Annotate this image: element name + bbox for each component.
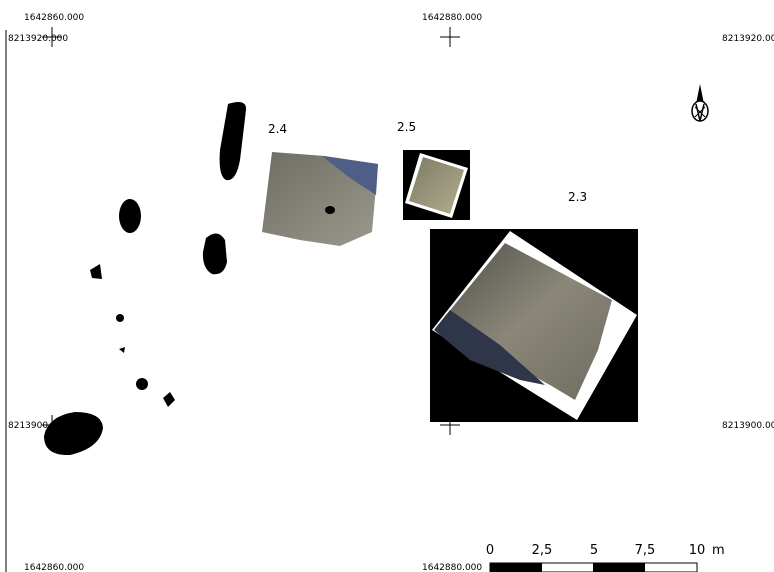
coord-label: 8213920.000 [8,34,68,44]
coord-label: 1642860.000 [24,13,84,23]
scale-label: 7,5 [635,543,656,558]
photo-detail [434,310,545,385]
coord-label: 8213900.000 [8,421,68,431]
coord-label: 1642880.000 [422,13,482,23]
scale-unit: m [712,543,725,558]
scale-label: 5 [590,543,598,558]
coord-label: 8213900.000 [722,421,774,431]
scale-label: 10 [689,543,706,558]
area-label: 2.3 [568,190,587,204]
coord-label: 1642880.000 [422,563,482,572]
photo-detail [325,206,335,214]
coord-label: 8213920.000 [722,34,774,44]
coord-label: 1642860.000 [24,563,84,572]
grid-crosses [42,27,460,435]
area-label: 2.5 [397,120,416,134]
photo-detail [322,156,378,195]
scale-label: 2,5 [532,543,553,558]
features [44,102,247,456]
scale-label: 0 [486,543,494,558]
north-arrow [691,84,709,122]
photo [434,243,612,400]
scale-bar [489,562,698,572]
photo [409,157,464,214]
area-label: 2.4 [268,122,287,136]
